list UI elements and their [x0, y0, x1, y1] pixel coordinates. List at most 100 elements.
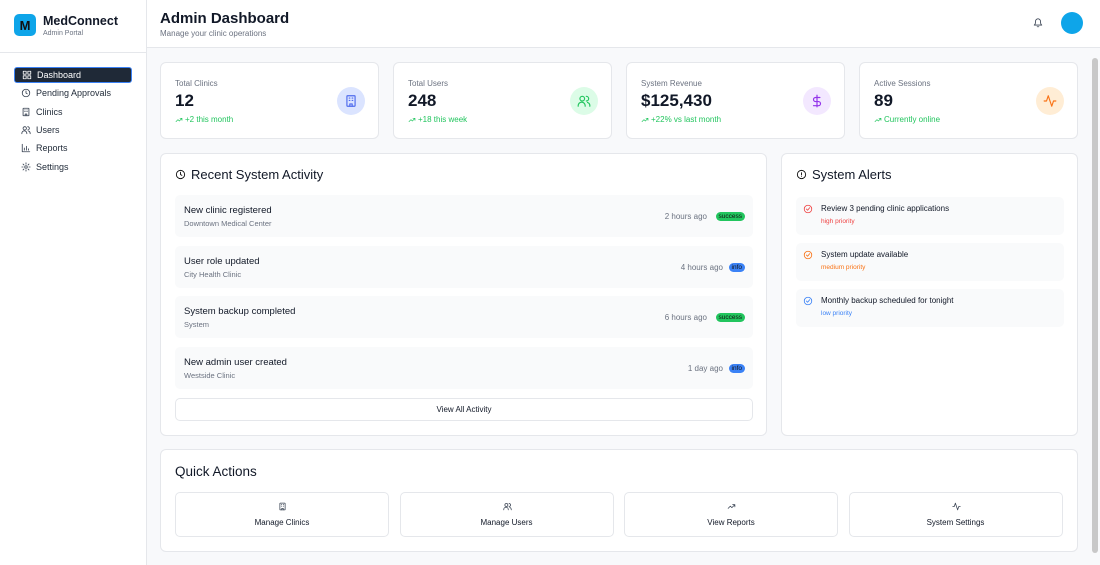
icon-shape	[22, 70, 27, 75]
icon-shape	[803, 296, 813, 306]
stat-label: System Revenue	[641, 79, 702, 88]
status-badge: info	[728, 363, 745, 373]
avatar[interactable]	[1061, 12, 1083, 34]
view-all-button[interactable]: View All Activity	[175, 398, 753, 421]
icon-shape	[279, 502, 286, 511]
icon-shape	[27, 70, 32, 75]
nav-item[interactable]: Clinics	[14, 104, 132, 120]
icon-shape	[22, 70, 32, 80]
icon-shape	[812, 94, 822, 108]
icon	[796, 169, 807, 180]
icon	[175, 169, 186, 180]
icon-shape	[812, 94, 822, 108]
activity-row: New admin user created Westside Clinic inf…	[175, 346, 753, 389]
alerts-title-text: System Alerts	[812, 167, 892, 182]
stat-card: Total Clinics 12 +2 this month	[160, 62, 379, 139]
stat-card: System Revenue $125,430 +22% vs last month	[626, 62, 845, 139]
icon-shape	[22, 126, 27, 131]
stat-change: +18 this week	[408, 115, 467, 124]
icon-shape	[727, 504, 736, 509]
icon-shape	[803, 204, 813, 214]
icon-shape	[22, 107, 30, 116]
icon-shape	[21, 126, 31, 135]
icon-shape	[641, 117, 649, 122]
nav-item[interactable]: Users	[14, 122, 132, 138]
icon-shape	[22, 75, 27, 80]
nav-item[interactable]: Pending Approvals	[14, 85, 132, 101]
icon-shape	[175, 169, 186, 180]
stat-value: 248	[408, 91, 437, 110]
stat-change: +2 this month	[175, 115, 233, 124]
icon-shape	[21, 126, 31, 135]
stat-change: Currently online	[874, 115, 940, 124]
status-badge: success	[715, 313, 745, 322]
icon	[278, 502, 287, 511]
activity-row: System backup completed System success 6 ho…	[175, 296, 753, 338]
nav-item[interactable]: Settings	[14, 159, 132, 175]
icon	[175, 116, 183, 124]
activity-item-title: User role updated	[184, 255, 260, 267]
activity-title-text: Recent System Activity	[191, 167, 324, 182]
activity-item-subtitle: Westside Clinic	[184, 370, 236, 380]
icon-shape	[577, 95, 591, 107]
quick-action-label: View Reports	[707, 518, 755, 527]
icon	[727, 502, 736, 511]
icon-shape	[346, 95, 356, 107]
icon-shape	[279, 502, 286, 511]
stat-icon	[337, 87, 365, 115]
icon-shape	[27, 75, 32, 80]
activity-item-subtitle: Downtown Medical Center	[184, 219, 272, 228]
stat-change-text: +22% vs last month	[651, 115, 722, 124]
alert-row: Review 3 pending clinic applications high…	[796, 197, 1064, 235]
icon-shape	[1033, 18, 1043, 28]
icon-shape	[21, 89, 31, 98]
status-badge: info	[728, 262, 745, 272]
status-badge: success	[715, 212, 745, 221]
icon-shape	[874, 117, 882, 122]
quick-action[interactable]: System Settings	[848, 492, 1063, 537]
icon	[803, 296, 813, 306]
quick-action[interactable]: View Reports	[624, 492, 838, 537]
alert-priority: high priority	[821, 218, 855, 225]
alert-text: System update available	[821, 250, 909, 259]
icon-shape	[502, 503, 512, 511]
icon	[502, 502, 512, 511]
stat-change-text: +18 this week	[418, 115, 468, 124]
icon-shape	[408, 117, 416, 122]
icon-shape	[803, 296, 813, 306]
icon-shape	[1043, 95, 1057, 107]
icon[interactable]	[1033, 18, 1043, 28]
icon	[1043, 94, 1057, 108]
activity-time: 1 day ago	[687, 363, 723, 373]
icon-shape	[24, 109, 28, 116]
icon-shape	[577, 95, 591, 107]
icon-shape	[805, 207, 811, 211]
icon-shape	[175, 117, 183, 122]
stat-change-text: +2 this month	[185, 115, 234, 124]
activity-row: User role updated City Health Clinic info 4…	[175, 245, 753, 288]
icon	[21, 143, 31, 153]
icon	[21, 125, 31, 135]
stat-value: $125,430	[641, 91, 712, 110]
nav-item[interactable]: Dashboard	[14, 67, 132, 83]
activity-item-subtitle: City Health Clinic	[184, 269, 242, 279]
nav-item[interactable]: Reports	[14, 140, 132, 156]
activity-item-title: System backup completed	[184, 306, 296, 317]
quick-action[interactable]: Manage Clinics	[175, 492, 389, 537]
icon-shape	[1043, 95, 1057, 107]
quick-action-label: Manage Clinics	[254, 518, 310, 527]
nav-label: Dashboard	[37, 70, 82, 80]
icon-shape	[408, 117, 416, 122]
icon-shape	[348, 97, 354, 107]
icon	[21, 161, 31, 172]
icon	[874, 116, 882, 124]
icon-shape	[21, 144, 31, 153]
activity-item-title: New admin user created	[184, 356, 287, 368]
quick-action[interactable]: Manage Users	[399, 492, 614, 537]
activity-time: 6 hours ago	[664, 313, 707, 322]
icon	[21, 107, 31, 117]
stat-icon	[803, 87, 831, 115]
scrollbar[interactable]	[1092, 58, 1098, 553]
quick-action-label: System Settings	[926, 518, 985, 527]
